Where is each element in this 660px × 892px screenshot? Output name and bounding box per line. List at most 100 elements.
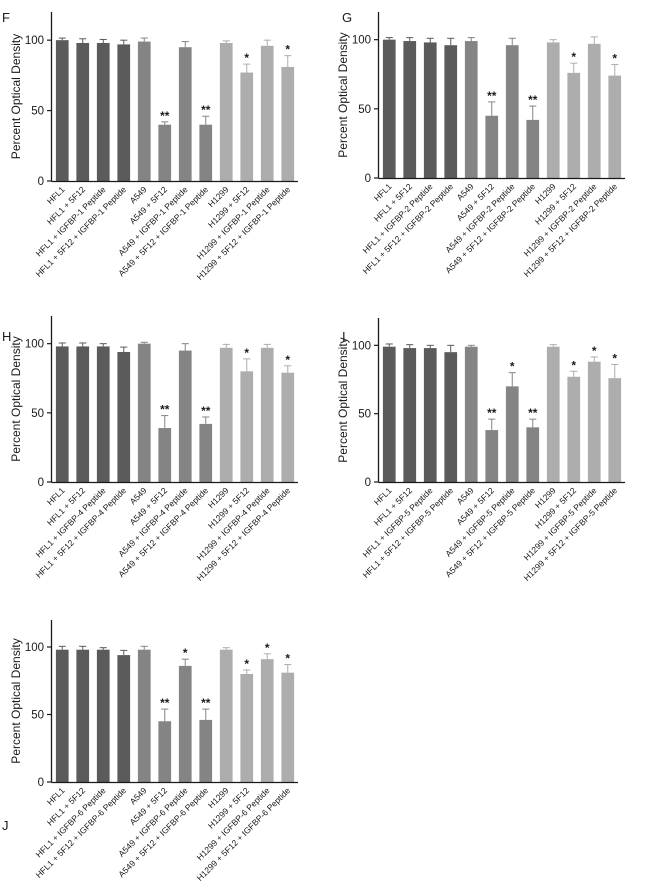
bar — [505, 386, 519, 482]
significance-label: ** — [487, 406, 497, 420]
y-tick-label: 50 — [31, 106, 44, 118]
bar — [219, 649, 233, 782]
significance-label: * — [285, 43, 290, 57]
bar — [260, 659, 274, 782]
y-tick-label: 50 — [358, 409, 371, 421]
bar — [240, 674, 254, 782]
significance-label: * — [183, 646, 188, 660]
bar — [505, 45, 519, 179]
bar — [137, 343, 151, 482]
significance-label: ** — [201, 404, 211, 418]
bar — [403, 41, 417, 178]
significance-label: * — [510, 360, 515, 374]
significance-label: ** — [160, 696, 170, 710]
y-tick-label: 50 — [31, 408, 44, 420]
bar — [485, 430, 499, 482]
bar — [55, 346, 69, 482]
bar — [117, 351, 131, 482]
bar — [281, 672, 295, 782]
y-tick-label: 0 — [38, 176, 44, 188]
y-axis-label: Percent Optical Density — [336, 337, 350, 462]
bar — [526, 119, 540, 178]
bar — [117, 655, 131, 782]
bar — [464, 346, 478, 482]
bar — [382, 39, 396, 178]
y-tick-label: 0 — [38, 777, 44, 789]
bar — [178, 47, 192, 182]
bar — [219, 42, 233, 181]
bar — [587, 43, 601, 178]
bar — [464, 41, 478, 178]
significance-label: ** — [160, 403, 170, 417]
bar — [382, 346, 396, 482]
bar — [608, 75, 622, 178]
panel-letter: G — [342, 10, 352, 25]
bar — [240, 72, 254, 181]
bar — [423, 42, 437, 178]
bar — [219, 347, 233, 482]
y-axis-label: Percent Optical Density — [9, 34, 23, 159]
panel-letter: H — [2, 329, 11, 344]
y-tick-label: 50 — [358, 104, 371, 116]
bar — [199, 423, 213, 482]
y-tick-label: 100 — [25, 642, 44, 654]
significance-label: ** — [201, 103, 211, 117]
significance-label: ** — [487, 89, 497, 103]
bar — [178, 665, 192, 782]
y-tick-label: 0 — [38, 477, 44, 489]
y-tick-label: 100 — [25, 339, 44, 351]
bar — [137, 649, 151, 782]
bar — [76, 649, 90, 782]
significance-label: * — [285, 652, 290, 666]
bar — [485, 115, 499, 178]
bar — [178, 350, 192, 482]
significance-label: ** — [528, 93, 538, 107]
panel-letter: J — [2, 818, 9, 833]
significance-label: * — [612, 52, 617, 66]
bar — [567, 72, 581, 178]
y-tick-label: 100 — [352, 35, 371, 47]
bar — [423, 348, 437, 482]
bar — [546, 346, 560, 482]
significance-label: * — [571, 50, 576, 64]
significance-label: * — [612, 351, 617, 365]
bar — [608, 378, 622, 482]
significance-label: * — [244, 657, 249, 671]
bar — [260, 347, 274, 482]
bar — [281, 372, 295, 482]
bar — [158, 721, 172, 782]
bar — [444, 45, 458, 179]
bar — [76, 346, 90, 482]
significance-label: ** — [528, 406, 538, 420]
bar — [526, 427, 540, 482]
significance-label: ** — [201, 696, 211, 710]
bar — [76, 42, 90, 181]
bar — [55, 649, 69, 782]
bar — [158, 428, 172, 482]
y-tick-label: 100 — [25, 35, 44, 47]
bar — [117, 44, 131, 182]
bar — [281, 66, 295, 181]
y-tick-label: 100 — [352, 340, 371, 352]
bar — [96, 346, 110, 482]
bar — [546, 42, 560, 178]
y-tick-label: 0 — [365, 173, 371, 185]
bar — [403, 348, 417, 482]
significance-label: ** — [160, 109, 170, 123]
bar — [55, 40, 69, 181]
y-axis-label: Percent Optical Density — [9, 638, 23, 763]
bar — [567, 376, 581, 482]
significance-label: * — [244, 51, 249, 65]
bar — [199, 124, 213, 181]
bar — [240, 371, 254, 482]
bar — [587, 361, 601, 482]
significance-label: * — [265, 641, 270, 655]
bar — [158, 124, 172, 181]
significance-label: * — [244, 346, 249, 360]
panel-letter: F — [2, 10, 10, 25]
